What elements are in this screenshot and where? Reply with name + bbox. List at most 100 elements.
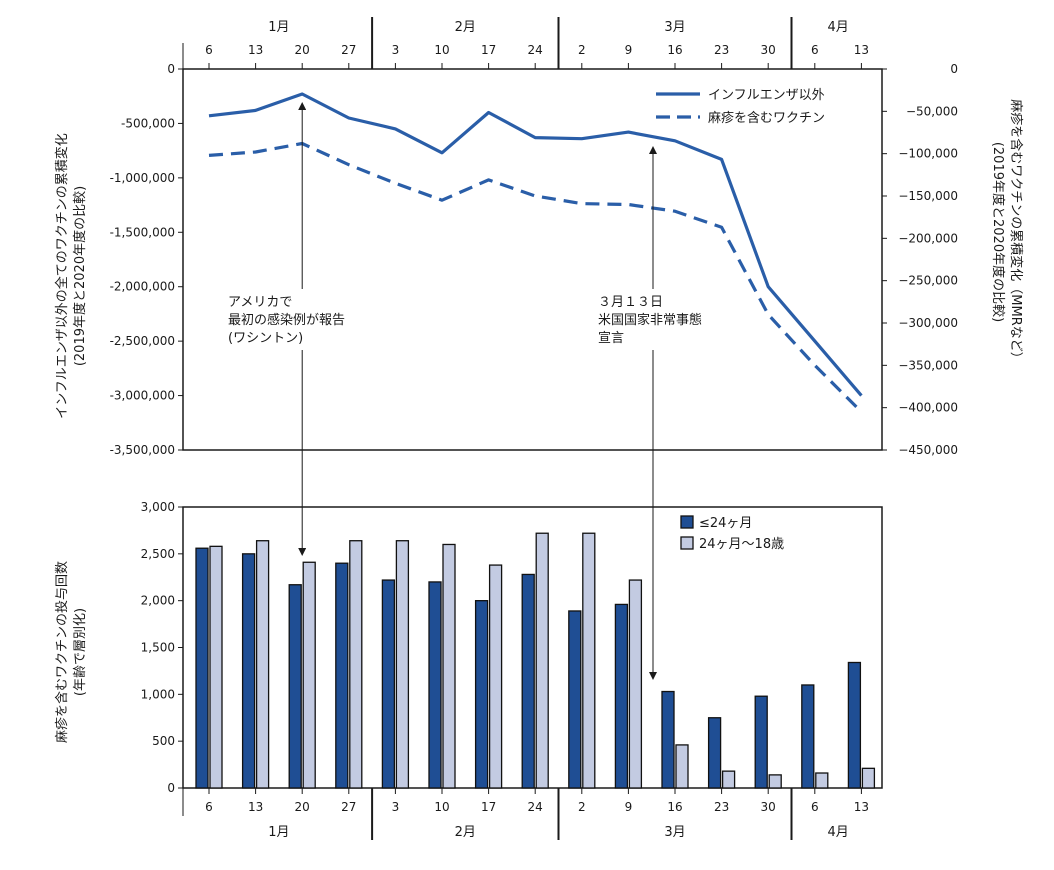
bar-24-months-to-18-years (675, 744, 689, 789)
week-label-top: 6 (811, 43, 819, 57)
week-label-top: 27 (341, 43, 356, 57)
bar-24-months-to-18-years (535, 532, 549, 789)
week-label-top: 2 (578, 43, 586, 57)
bar-24-months-to-18-years (302, 561, 316, 789)
week-label-bottom: 2 (578, 800, 586, 814)
annotation-text: (ワシントン) (228, 331, 303, 346)
right-axis-title-sub: (2019年度と2020年度の比較) (990, 142, 1006, 322)
week-label-bottom: 30 (761, 800, 776, 814)
right-axis-tick-label: −400,000 (898, 401, 958, 415)
bar-under-24-months (241, 553, 256, 789)
bar-axis-tick-label: 2,500 (141, 547, 175, 561)
left-axis-tick-label: -3,000,000 (110, 389, 175, 403)
bar-legend-label: ≤24ヶ月 (699, 516, 752, 531)
doses-bar-chart: 0 500 1,000 1,500 2,000 2,500 3,000 麻疹を含むワクチンの投… (54, 500, 883, 840)
bar-under-24-months (707, 717, 722, 789)
left-axis-tick-label: -1,500,000 (110, 225, 175, 239)
week-label-top: 30 (761, 43, 776, 57)
annotation-text: 最初の感染例が報告 (228, 312, 345, 328)
week-label-top: 9 (625, 43, 633, 57)
right-axis-title: 麻疹を含むワクチンの累積変化（MMRなど）(2019年度と2020年度の比較) (990, 99, 1024, 364)
bar-24-months-to-18-years (582, 532, 596, 789)
annotation-text: 米国国家非常事態 (598, 312, 702, 328)
right-axis-tick-label: −50,000 (906, 104, 958, 118)
left-axis-tick-label: -1,000,000 (110, 171, 175, 185)
non-influenza-cumulative-line (208, 92, 863, 397)
week-label-bottom: 13 (248, 800, 263, 814)
left-axis-title: インフルエンザ以外の全てのワクチンの累積変化 (2019年度と2020年度の比較) (54, 133, 88, 419)
bar-under-24-months (335, 562, 349, 789)
right-axis-tick-label: −350,000 (898, 358, 958, 372)
annotation-text: アメリカで (228, 295, 292, 310)
month-label-bottom: 4月 (827, 825, 848, 840)
week-label-top: 24 (528, 43, 543, 57)
legend-label-line: インフルエンザ以外 (708, 88, 825, 103)
bar-axis-tick-label: 3,000 (141, 500, 175, 514)
cumulative-change-chart: 1月 2月 3月 4月 6 13 20 27 3 10 17 24 2 9 16 23 30 6 13 0 -500,0… (54, 17, 1024, 457)
bar-legend-label: 24ヶ月～18歳 (699, 537, 784, 552)
bar-under-24-months (661, 690, 675, 789)
bar-24-months-to-18-years (815, 772, 829, 789)
bar-24-months-to-18-years (628, 579, 643, 789)
bar-under-24-months (754, 695, 768, 789)
bar-legend-swatch (680, 536, 694, 550)
bar-under-24-months (195, 547, 209, 789)
left-axis-tick-label: -3,500,000 (110, 443, 175, 457)
bar-axis-tick-label: 1,000 (141, 687, 175, 701)
week-label-bottom: 9 (625, 800, 633, 814)
bar-under-24-months (474, 600, 489, 789)
week-label-bottom: 6 (811, 800, 819, 814)
month-label-bottom: 2月 (455, 825, 476, 840)
week-label-top: 16 (667, 43, 682, 57)
bar-axis-title-main: 麻疹を含むワクチンの投与回数 (54, 561, 70, 743)
bar-axis-tick-label: 2,000 (141, 594, 175, 608)
bar-axis-title: 麻疹を含むワクチンの投与回数 (年齢で層別化) (54, 561, 88, 743)
bar-under-24-months (568, 610, 582, 789)
right-axis-tick-label: −100,000 (898, 147, 958, 161)
week-label-top: 13 (248, 43, 263, 57)
week-label-top: 17 (481, 43, 496, 57)
bar-axis-tick-label: 1,500 (141, 641, 175, 655)
right-axis-tick-label: −150,000 (898, 189, 958, 203)
week-label-bottom: 16 (667, 800, 682, 814)
bar-under-24-months (521, 573, 535, 789)
month-label-top: 4月 (827, 20, 848, 35)
month-label-top: 3月 (664, 20, 685, 35)
week-label-bottom: 23 (714, 800, 729, 814)
right-axis-tick-label: 0 (950, 62, 958, 76)
month-label-bottom: 3月 (664, 825, 685, 840)
week-label-bottom: 27 (341, 800, 356, 814)
bar-under-24-months (847, 661, 862, 789)
bar-axis-tick-label: 500 (152, 734, 175, 748)
bar-under-24-months (428, 581, 442, 789)
legend-label-line: 麻疹を含むワクチン (708, 110, 825, 126)
bar-24-months-to-18-years (209, 545, 223, 789)
week-label-top: 20 (295, 43, 310, 57)
bar-24-months-to-18-years (442, 543, 456, 789)
bar-under-24-months (288, 584, 302, 789)
right-axis-tick-label: −300,000 (898, 316, 958, 330)
month-label-top: 2月 (455, 20, 476, 35)
left-axis-tick-label: -2,000,000 (110, 280, 175, 294)
right-axis-tick-label: −200,000 (898, 231, 958, 245)
week-label-top: 10 (434, 43, 449, 57)
right-axis-tick-label: −250,000 (898, 274, 958, 288)
bar-24-months-to-18-years (488, 564, 503, 789)
bar-24-months-to-18-years (721, 770, 736, 789)
bar-under-24-months (801, 684, 815, 789)
left-axis-title-main: インフルエンザ以外の全てのワクチンの累積変化 (54, 133, 70, 419)
annotation-text: 宣言 (598, 330, 624, 346)
bar-legend-swatch (680, 515, 694, 529)
week-label-bottom: 10 (434, 800, 449, 814)
week-label-bottom: 17 (481, 800, 496, 814)
right-axis-title-main: 麻疹を含むワクチンの累積変化（MMRなど） (1008, 99, 1024, 364)
week-label-top: 23 (714, 43, 729, 57)
annotation-text: ３月１３日 (598, 295, 663, 310)
left-axis-title-sub: (2019年度と2020年度の比較) (72, 186, 88, 366)
week-label-bottom: 6 (205, 800, 213, 814)
left-axis-tick-label: -500,000 (121, 116, 175, 130)
bar-24-months-to-18-years (768, 774, 782, 789)
bar-24-months-to-18-years (861, 767, 876, 789)
